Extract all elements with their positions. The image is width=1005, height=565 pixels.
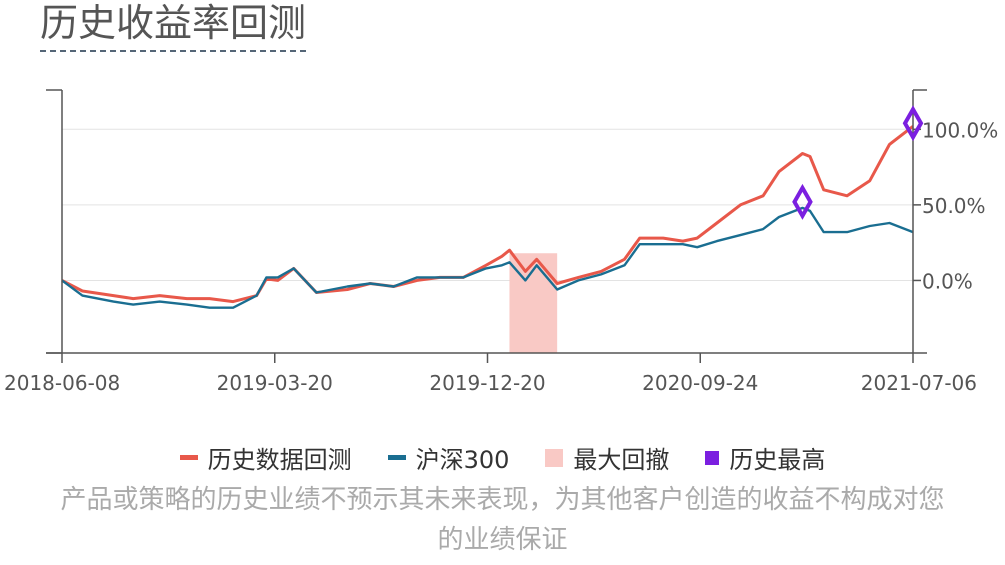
axis-layer: 100.0% 50.0% 0.0% 2018-06-08 2019-03-20 2019-… <box>4 89 998 395</box>
drawdown-swatch <box>545 448 564 467</box>
grid-layer <box>62 128 913 281</box>
strategy-swatch <box>179 455 198 460</box>
legend-label-peak: 历史最高 <box>729 446 826 474</box>
peak-marker <box>792 183 813 220</box>
peak-layer <box>792 105 924 220</box>
y-tick-label: 0.0% <box>922 269 973 293</box>
legend-label-benchmark: 沪深300 <box>415 446 510 474</box>
y-tick-label: 50.0% <box>922 194 986 218</box>
page-title: 历史收益率回测 <box>40 0 307 52</box>
legend-label-strategy: 历史数据回测 <box>207 446 352 474</box>
series-layer <box>61 125 914 309</box>
y-tick-label: 100.0% <box>922 118 998 142</box>
legend-label-drawdown: 最大回撤 <box>573 446 670 474</box>
x-tick-label: 2018-06-08 <box>4 371 120 395</box>
legend-item-drawdown[interactable]: 最大回撤 <box>545 440 669 475</box>
backtest-chart: 100.0% 50.0% 0.0% 2018-06-08 2019-03-20 2019-… <box>4 89 998 395</box>
legend-item-peak[interactable]: 历史最高 <box>705 440 825 475</box>
benchmark-swatch <box>387 455 406 460</box>
x-tick-label: 2019-12-20 <box>429 371 545 395</box>
x-tick-label: 2021-07-06 <box>861 371 977 395</box>
legend-item-benchmark[interactable]: 沪深300 <box>387 440 510 475</box>
strategy-line <box>61 125 914 304</box>
x-tick-label: 2020-09-24 <box>642 371 758 395</box>
peak-swatch <box>705 450 720 465</box>
chart-legend: 历史数据回测 沪深300 最大回撤 历史最高 <box>0 440 1005 475</box>
x-tick-label: 2019-03-20 <box>217 371 333 395</box>
disclaimer-text: 产品或策略的历史业绩不预示其未来表现，为其他客户创造的收益不构成对您的业绩保证 <box>60 485 945 555</box>
peak-marker <box>902 105 924 142</box>
benchmark-line <box>61 206 914 309</box>
legend-item-strategy[interactable]: 历史数据回测 <box>179 440 352 475</box>
